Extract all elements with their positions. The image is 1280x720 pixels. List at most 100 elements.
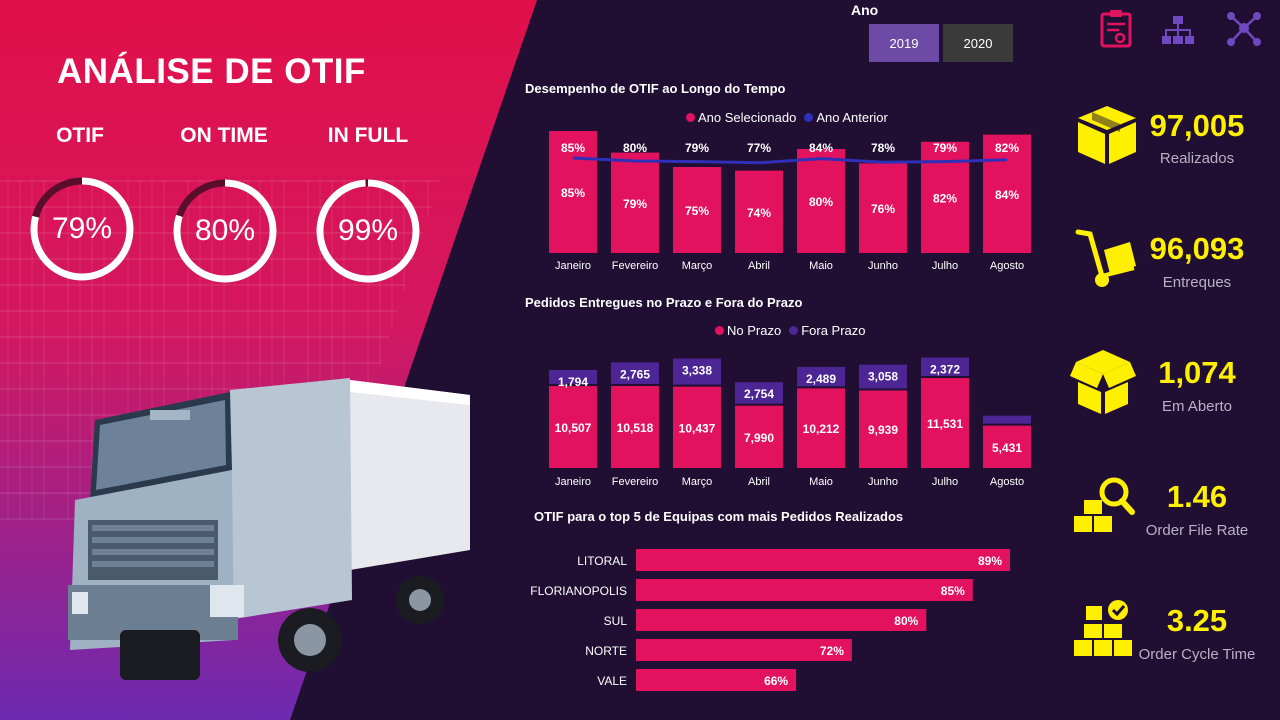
truck-image bbox=[68, 378, 470, 680]
late-bar[interactable] bbox=[611, 362, 659, 384]
on-time-bar-label: 7,990 bbox=[744, 431, 774, 445]
otif-line-label: 85% bbox=[561, 141, 585, 155]
open-box-icon bbox=[1070, 350, 1136, 414]
boxes-search-icon bbox=[1074, 477, 1135, 532]
otif-bar-label: 85% bbox=[561, 186, 585, 200]
otif-line-label: 77% bbox=[747, 141, 771, 155]
kpi-rings bbox=[30, 177, 420, 283]
otif-line-label: 79% bbox=[685, 141, 709, 155]
delivery-x-tick: Julho bbox=[932, 476, 958, 488]
otif-x-tick: Abril bbox=[748, 260, 770, 272]
box-icon bbox=[1078, 106, 1136, 164]
year-slicer-label: Ano bbox=[851, 2, 879, 18]
order-cycle-time-label: Order Cycle Time bbox=[1138, 646, 1256, 663]
on-time-bar[interactable] bbox=[983, 425, 1031, 468]
realizados-label: Realizados bbox=[1159, 150, 1235, 167]
otif-previous-year-line bbox=[572, 156, 1008, 165]
on-time-bar-label: 10,212 bbox=[803, 422, 840, 436]
otif-x-tick: Março bbox=[682, 260, 713, 272]
otif-bar-label: 76% bbox=[871, 202, 895, 216]
on-time-label: ON TIME bbox=[180, 124, 268, 147]
otif-x-tick: Agosto bbox=[990, 260, 1024, 272]
late-bar[interactable] bbox=[859, 364, 907, 389]
late-bar[interactable] bbox=[921, 357, 969, 377]
on-time-bar[interactable] bbox=[797, 388, 845, 468]
teams-chart: LITORAL 89% FLORIANOPOLIS 85% SUL 80% NORTE 72%… bbox=[530, 549, 1010, 691]
delivery-x-tick: Março bbox=[682, 476, 713, 488]
legend-item-late: Fora Prazo bbox=[789, 323, 866, 338]
on-time-bar[interactable] bbox=[859, 390, 907, 468]
late-bar-label: 2,489 bbox=[806, 372, 836, 386]
late-bar-label: 2,372 bbox=[930, 363, 960, 377]
on-time-bar[interactable] bbox=[549, 386, 597, 468]
otif-bar[interactable] bbox=[797, 149, 845, 253]
team-bar[interactable] bbox=[636, 549, 1010, 571]
team-label: SUL bbox=[604, 614, 628, 628]
team-bar[interactable] bbox=[636, 669, 797, 691]
otif-line-label: 79% bbox=[933, 141, 957, 155]
delivery-x-tick: Maio bbox=[809, 476, 833, 488]
otif-chart-title: Desempenho de OTIF ao Longo do Tempo bbox=[525, 81, 786, 96]
team-bar[interactable] bbox=[636, 579, 973, 601]
on-time-bar[interactable] bbox=[921, 378, 969, 468]
otif-bar[interactable] bbox=[611, 152, 659, 253]
team-value-label: 89% bbox=[978, 554, 1002, 568]
in-full-value: 99% bbox=[337, 214, 399, 247]
order-file-rate-value: 1.46 bbox=[1166, 479, 1228, 514]
em-aberto-value: 1,074 bbox=[1158, 355, 1236, 390]
team-bar[interactable] bbox=[636, 609, 927, 631]
on-time-bar[interactable] bbox=[611, 385, 659, 468]
otif-x-tick: Fevereiro bbox=[612, 260, 658, 272]
late-bar[interactable] bbox=[797, 366, 845, 387]
otif-bar-label: 74% bbox=[747, 206, 771, 220]
otif-bar[interactable] bbox=[549, 131, 597, 253]
otif-bar[interactable] bbox=[983, 134, 1031, 253]
late-bar[interactable] bbox=[983, 415, 1031, 424]
otif-line-label: 84% bbox=[809, 141, 833, 155]
team-value-label: 85% bbox=[941, 584, 965, 598]
otif-label: OTIF bbox=[56, 124, 104, 147]
otif-bar-label: 82% bbox=[933, 191, 957, 205]
on-time-bar-label: 10,437 bbox=[679, 421, 716, 435]
order-cycle-time-value: 3.25 bbox=[1166, 603, 1228, 638]
hierarchy-icon[interactable] bbox=[1160, 8, 1196, 48]
on-time-bar-label: 10,507 bbox=[555, 421, 592, 435]
ring-progress bbox=[173, 179, 277, 283]
team-value-label: 66% bbox=[764, 674, 788, 688]
otif-bar-label: 79% bbox=[623, 197, 647, 211]
year-2019-button[interactable]: 2019 bbox=[869, 24, 939, 62]
em-aberto-label: Em Aberto bbox=[1161, 398, 1233, 415]
otif-bar[interactable] bbox=[735, 170, 783, 253]
entregues-label: Entreques bbox=[1162, 274, 1232, 291]
network-icon[interactable] bbox=[1226, 8, 1262, 48]
year-2020-button[interactable]: 2020 bbox=[943, 24, 1013, 62]
late-bar[interactable] bbox=[673, 358, 721, 385]
otif-chart: 85% 85% Janeiro 79% 80% Fevereiro 75% 79% Março 7… bbox=[549, 131, 1031, 272]
team-label: VALE bbox=[597, 674, 627, 688]
otif-line-label: 78% bbox=[871, 141, 895, 155]
on-time-bar[interactable] bbox=[673, 386, 721, 468]
otif-value: 79% bbox=[51, 212, 113, 245]
delivery-chart-title: Pedidos Entregues no Prazo e Fora do Pra… bbox=[525, 295, 803, 310]
realizados-value: 97,005 bbox=[1149, 108, 1245, 143]
team-label: NORTE bbox=[585, 644, 627, 658]
late-bar[interactable] bbox=[735, 382, 783, 404]
late-bar-label: 2,754 bbox=[744, 387, 774, 401]
on-time-bar-label: 9,939 bbox=[868, 423, 898, 437]
late-bar-label: 3,058 bbox=[868, 370, 898, 384]
late-bar[interactable] bbox=[549, 370, 597, 385]
team-bar[interactable] bbox=[636, 639, 852, 661]
legend-item-on-time: No Prazo bbox=[715, 323, 781, 338]
otif-chart-legend: Ano Selecionado Ano Anterior bbox=[686, 110, 888, 125]
on-time-bar[interactable] bbox=[735, 405, 783, 468]
teams-chart-title: OTIF para o top 5 de Equipas com mais Pe… bbox=[534, 509, 904, 524]
late-bar-label: 2,765 bbox=[620, 367, 650, 381]
delivery-x-tick: Junho bbox=[868, 476, 898, 488]
delivery-x-tick: Fevereiro bbox=[612, 476, 658, 488]
delivery-x-tick: Janeiro bbox=[555, 476, 591, 488]
on-time-bar-label: 10,518 bbox=[617, 421, 654, 435]
otif-bar[interactable] bbox=[673, 167, 721, 253]
legend-item-previous: Ano Anterior bbox=[804, 110, 888, 125]
report-icon[interactable] bbox=[1098, 8, 1134, 48]
otif-bar[interactable] bbox=[859, 163, 907, 253]
